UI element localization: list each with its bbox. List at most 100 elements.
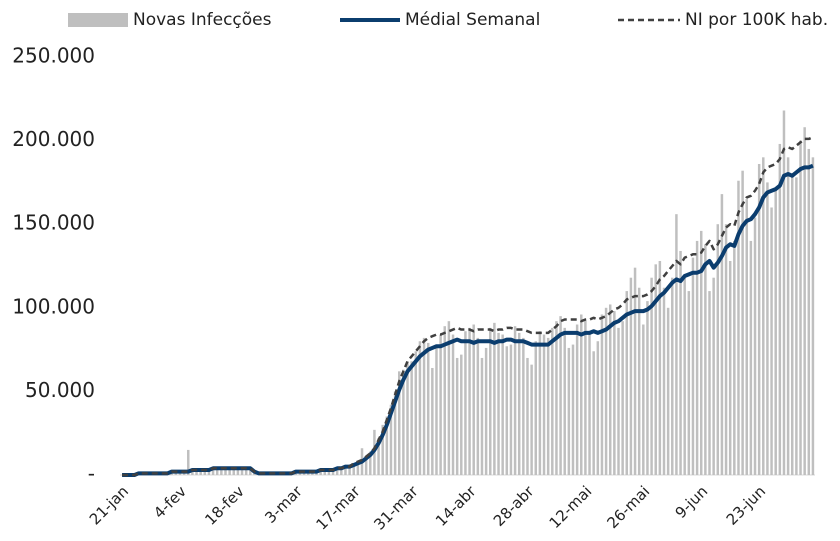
x-tick-label: 23-jun (723, 482, 769, 528)
bar (757, 164, 761, 475)
bar (551, 327, 554, 475)
bar (679, 250, 682, 475)
bar (232, 468, 236, 475)
bar (559, 316, 562, 475)
bar (431, 367, 434, 475)
bar (803, 127, 806, 475)
bar (571, 344, 575, 475)
x-tick-label: 4-fev (150, 482, 190, 522)
bar (451, 334, 455, 475)
bar (588, 331, 591, 475)
bar (699, 230, 703, 475)
bar (220, 468, 223, 475)
bar (811, 157, 815, 475)
bar (340, 466, 343, 475)
bar (389, 404, 393, 475)
bar (489, 327, 492, 475)
legend-label: NI por 100K hab. (685, 10, 828, 30)
bar (393, 391, 397, 475)
x-tick-label: 21-jan (86, 482, 132, 528)
bar (555, 321, 558, 475)
y-tick-label: 150.000 (12, 211, 95, 235)
bar (795, 177, 798, 475)
bar (613, 311, 616, 475)
bar (695, 240, 699, 475)
bar (476, 337, 480, 475)
bar (402, 369, 405, 475)
bar (704, 244, 707, 475)
bar (737, 180, 740, 475)
bar (538, 331, 542, 475)
bar (435, 347, 438, 475)
bar (253, 473, 256, 475)
bar (799, 140, 802, 475)
bar (650, 277, 653, 475)
bar (596, 341, 600, 475)
bar (716, 224, 720, 475)
bar (447, 321, 451, 475)
bar (526, 357, 529, 475)
bar (629, 277, 633, 475)
x-tick-label: 14-abr (432, 482, 480, 530)
bar (762, 157, 765, 475)
bar (464, 331, 467, 475)
bar (712, 277, 715, 475)
bar (658, 260, 662, 475)
bar (563, 327, 566, 475)
bar (745, 199, 748, 475)
bar (509, 344, 513, 475)
legend-swatch (68, 13, 128, 27)
bar (211, 466, 215, 475)
bar (683, 277, 686, 475)
bar (786, 157, 790, 475)
bar (195, 469, 198, 475)
bar (381, 424, 384, 475)
bar (637, 287, 641, 475)
bar (493, 322, 496, 475)
bar (567, 347, 571, 475)
bar (426, 342, 430, 475)
bar (480, 357, 484, 475)
bar (778, 143, 782, 475)
bar (335, 468, 339, 475)
bar (418, 341, 422, 475)
y-tick-label: 200.000 (12, 127, 95, 151)
bar (791, 174, 794, 476)
legend-label: Novas Infecções (133, 10, 272, 30)
bar (472, 324, 475, 475)
bar (720, 194, 724, 475)
bar (600, 314, 604, 475)
bar (770, 207, 773, 476)
bar (369, 451, 372, 475)
bar (460, 354, 463, 475)
x-tick-label: 17-mar (312, 482, 364, 534)
bar (534, 341, 537, 475)
bar (501, 334, 504, 475)
bar (199, 469, 202, 475)
bar (455, 357, 459, 475)
bar (592, 351, 595, 475)
x-tick-label: 9-jun (672, 482, 712, 522)
bar (191, 469, 194, 475)
bar (497, 332, 500, 475)
bar (352, 463, 355, 475)
x-tick-label: 12-mai (546, 482, 596, 532)
bar (439, 334, 442, 475)
legend: Novas Infecções Médial Semanal NI por 10… (68, 10, 828, 30)
bar (240, 468, 244, 475)
bar (522, 337, 525, 475)
bar (215, 468, 219, 475)
bar (513, 326, 517, 475)
bar (584, 319, 587, 475)
x-tick-label: 18-fev (201, 482, 248, 529)
bar (517, 332, 521, 475)
bar (724, 224, 728, 475)
x-tick-label: 3-mar (261, 482, 306, 527)
bar (348, 466, 351, 475)
bar (187, 449, 190, 475)
bar (249, 468, 252, 475)
bar (546, 337, 550, 475)
bar (414, 351, 418, 475)
bar (675, 214, 678, 475)
